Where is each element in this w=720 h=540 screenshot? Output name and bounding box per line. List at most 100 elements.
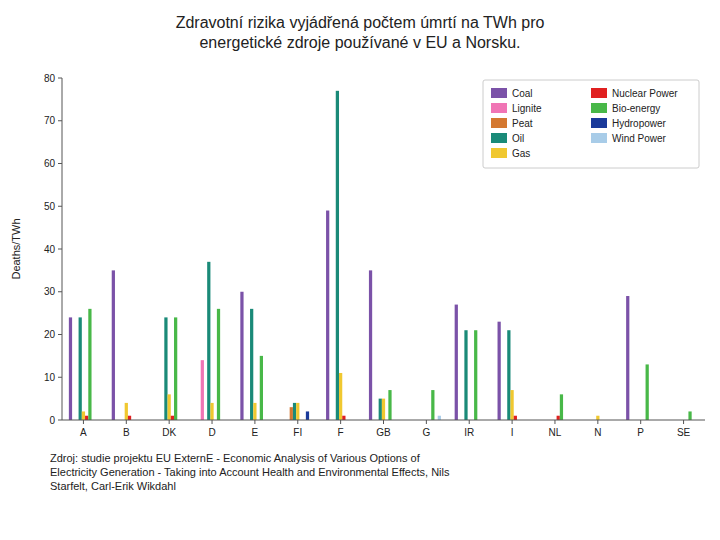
bar: [342, 416, 345, 420]
x-tick-label: N: [594, 427, 601, 438]
bar: [210, 403, 213, 420]
bar: [112, 270, 115, 420]
x-tick-label: B: [123, 427, 130, 438]
x-tick: [597, 420, 598, 424]
y-tick: [58, 334, 62, 335]
x-tick-label: NL: [549, 427, 562, 438]
bar: [510, 390, 513, 420]
legend-swatch: [491, 133, 507, 143]
background: [0, 0, 720, 540]
bar: [306, 411, 309, 420]
x-tick-label: I: [511, 427, 514, 438]
x-tick-label: DK: [162, 427, 176, 438]
y-tick: [58, 163, 62, 164]
x-tick: [683, 420, 684, 424]
bar: [253, 403, 256, 420]
x-tick-label: GB: [376, 427, 391, 438]
legend-label: Wind Power: [612, 133, 667, 144]
x-tick: [383, 420, 384, 424]
text-line: Zdravotní rizika vyjádřená počtem úmrtí …: [176, 14, 545, 31]
bar: [260, 356, 263, 420]
y-tick-label: 10: [44, 372, 56, 383]
bar: [171, 416, 174, 420]
legend-label: Coal: [512, 88, 533, 99]
bar: [507, 330, 510, 420]
legend-label: Hydropower: [612, 118, 667, 129]
legend-label: Nuclear Power: [612, 88, 678, 99]
title: Zdravotní rizika vyjádřená počtem úmrtí …: [176, 14, 545, 51]
x-tick: [254, 420, 255, 424]
text-line: Electricity Generation - Taking into Acc…: [50, 466, 450, 478]
x-tick-label: FI: [293, 427, 302, 438]
bar: [388, 390, 391, 420]
y-tick-label: 70: [44, 115, 56, 126]
y-tick-label: 60: [44, 158, 56, 169]
legend-swatch: [591, 133, 607, 143]
legend-swatch: [591, 88, 607, 98]
x-tick-label: P: [637, 427, 644, 438]
y-tick-label: 40: [44, 244, 56, 255]
legend-swatch: [491, 88, 507, 98]
bar: [379, 399, 382, 420]
y-tick-label: 80: [44, 73, 56, 84]
x-tick-label: E: [252, 427, 259, 438]
x-tick: [83, 420, 84, 424]
bar: [125, 403, 128, 420]
x-tick: [212, 420, 213, 424]
bar: [369, 270, 372, 420]
bar: [557, 416, 560, 420]
bar: [201, 360, 204, 420]
bar: [431, 390, 434, 420]
bar: [85, 416, 88, 420]
bar: [293, 403, 296, 420]
x-tick: [426, 420, 427, 424]
bar: [336, 91, 339, 420]
bar: [168, 394, 171, 420]
bar: [207, 262, 210, 420]
legend-swatch: [591, 118, 607, 128]
legend-label: Oil: [512, 133, 524, 144]
x-tick: [640, 420, 641, 424]
bar: [326, 211, 329, 420]
bar: [164, 317, 167, 420]
y-tick-label: 20: [44, 329, 56, 340]
y-axis-label: Deaths/TWh: [10, 218, 22, 279]
bar: [438, 416, 441, 420]
legend-label: Gas: [512, 148, 530, 159]
chart: Zdravotní rizika vyjádřená počtem úmrtí …: [0, 0, 720, 540]
y-tick: [58, 249, 62, 250]
x-tick-label: A: [80, 427, 87, 438]
legend-swatch: [591, 103, 607, 113]
bar: [250, 309, 253, 420]
x-tick: [554, 420, 555, 424]
x-tick: [469, 420, 470, 424]
bar: [596, 416, 599, 420]
legend-label: Bio-energy: [612, 103, 660, 114]
bar: [290, 407, 293, 420]
bar: [174, 317, 177, 420]
y-tick-label: 50: [44, 201, 56, 212]
bar: [128, 416, 131, 420]
x-tick: [512, 420, 513, 424]
legend-frame: [483, 80, 699, 168]
x-tick: [169, 420, 170, 424]
y-tick: [58, 206, 62, 207]
x-tick: [297, 420, 298, 424]
legend-swatch: [491, 148, 507, 158]
bar: [69, 317, 72, 420]
legend-label: Lignite: [512, 103, 542, 114]
y-tick: [58, 377, 62, 378]
y-tick-label: 0: [49, 415, 55, 426]
bar: [339, 373, 342, 420]
y-tick-label: 30: [44, 286, 56, 297]
bar: [560, 394, 563, 420]
bar: [646, 364, 649, 420]
bar: [217, 309, 220, 420]
bars: [69, 91, 692, 420]
bar: [88, 309, 91, 420]
y-tick: [58, 291, 62, 292]
text-line: Starfelt, Carl-Erik Wikdahl: [50, 480, 176, 492]
legend-label: Peat: [512, 118, 533, 129]
x-tick-label: D: [208, 427, 215, 438]
text-line: Zdroj: studie projektu EU ExternE - Econ…: [50, 452, 421, 464]
